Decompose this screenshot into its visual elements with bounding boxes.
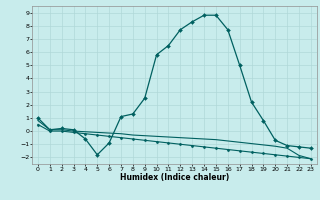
X-axis label: Humidex (Indice chaleur): Humidex (Indice chaleur): [120, 173, 229, 182]
